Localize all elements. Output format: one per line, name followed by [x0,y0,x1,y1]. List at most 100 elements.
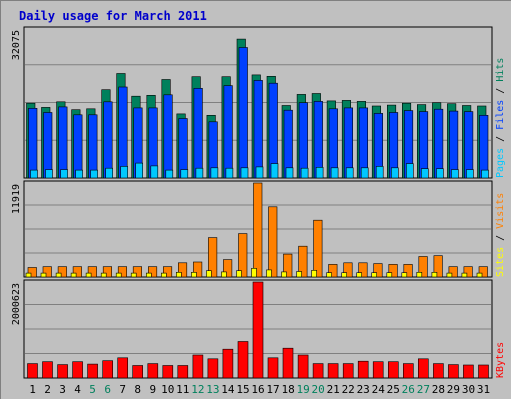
x-tick-label: 31 [477,383,490,396]
bar-pages [330,167,339,179]
series-name-files: Files [495,100,506,130]
bar-pages [285,167,294,179]
bar-pages [466,169,474,179]
bar-visits [132,266,142,278]
bar-pages [255,166,264,179]
label-separator: / [495,130,506,148]
bar-kbytes [387,361,399,379]
x-tick-label: 7 [119,383,126,396]
bar-kbytes [357,360,369,379]
bar-kbytes [27,363,38,379]
bar-sites [266,269,272,278]
x-tick-label: 5 [89,383,96,396]
bar-kbytes [192,354,204,379]
y-max-label: 32075 [11,30,22,60]
bar-visits [102,266,112,278]
bar-pages [270,163,279,179]
x-tick-label: 10 [161,383,174,396]
bar-sites [100,272,107,278]
bar-kbytes [478,364,489,379]
bar-kbytes [312,363,324,379]
bar-sites [281,271,287,278]
x-tick-label: 30 [462,383,475,396]
bar-sites [386,272,393,278]
bar-pages [45,169,53,179]
bar-files [178,118,188,179]
bar-visits [27,267,37,278]
x-tick-label: 22 [342,383,355,396]
bar-pages [481,169,489,179]
bar-pages [30,169,38,179]
series-axis-label: Sites / Visits [495,193,506,277]
bar-files [88,114,98,179]
bar-visits [163,266,173,278]
bar-pages [60,169,68,179]
x-tick-label: 13 [206,383,219,396]
bar-pages [135,162,143,179]
bar-kbytes [252,281,264,379]
bar-kbytes [297,354,309,379]
bar-files [73,114,83,179]
bar-files [28,108,38,179]
bar-pages [405,163,414,179]
bar-pages [120,166,128,179]
bar-pages [420,168,429,179]
x-tick-label: 1 [29,383,36,396]
x-tick-label: 18 [281,383,294,396]
bar-sites [296,271,302,278]
bar-visits [208,237,218,278]
bar-sites [115,272,122,278]
series-name-hits: Hits [495,58,506,82]
bar-kbytes [327,363,339,379]
bar-kbytes [147,363,159,379]
bar-files [434,108,444,179]
bar-kbytes [402,363,414,379]
bar-sites [206,270,212,278]
bar-pages [300,167,309,179]
bar-visits [178,262,188,278]
bar-sites [161,272,167,278]
x-tick-label: 21 [327,383,340,396]
bar-sites [146,272,152,278]
series-axis-label: Pages / Files / Hits [495,58,506,178]
bar-files [313,101,323,179]
bar-kbytes [282,347,294,379]
label-separator: / [495,82,506,100]
bar-files [418,111,429,179]
bar-visits [463,266,473,278]
series-name-sites: Sites [495,247,506,277]
bar-files [103,101,113,179]
bar-pages [165,169,174,179]
bar-pages [225,167,234,179]
bar-sites [371,272,378,278]
x-tick-label: 24 [372,383,386,396]
bar-visits [478,266,488,278]
bar-kbytes [237,341,249,379]
x-tick-label: 25 [387,383,400,396]
bar-visits [448,266,458,278]
bar-visits [343,262,353,278]
bar-kbytes [102,360,113,379]
bar-pages [75,169,83,179]
x-tick-label: 19 [296,383,309,396]
bar-files [163,94,173,179]
x-tick-label: 9 [149,383,156,396]
bar-sites [416,271,423,278]
bar-sites [461,272,468,278]
bar-files [238,47,248,179]
bar-pages [150,165,159,179]
bar-sites [356,272,363,278]
bar-files [358,107,369,179]
bar-kbytes [222,348,234,379]
x-tick-label: 16 [251,383,264,396]
bar-sites [476,272,483,278]
bar-kbytes [117,357,128,379]
bar-sites [176,271,182,278]
chart-title: Daily usage for March 2011 [19,9,207,23]
panel-kbytes: 2000623 KBytes [11,279,506,379]
x-tick-label: 20 [311,383,324,396]
bar-sites [401,272,408,278]
bar-sites [55,272,62,278]
bar-pages [195,167,204,179]
bar-pages [315,167,324,179]
